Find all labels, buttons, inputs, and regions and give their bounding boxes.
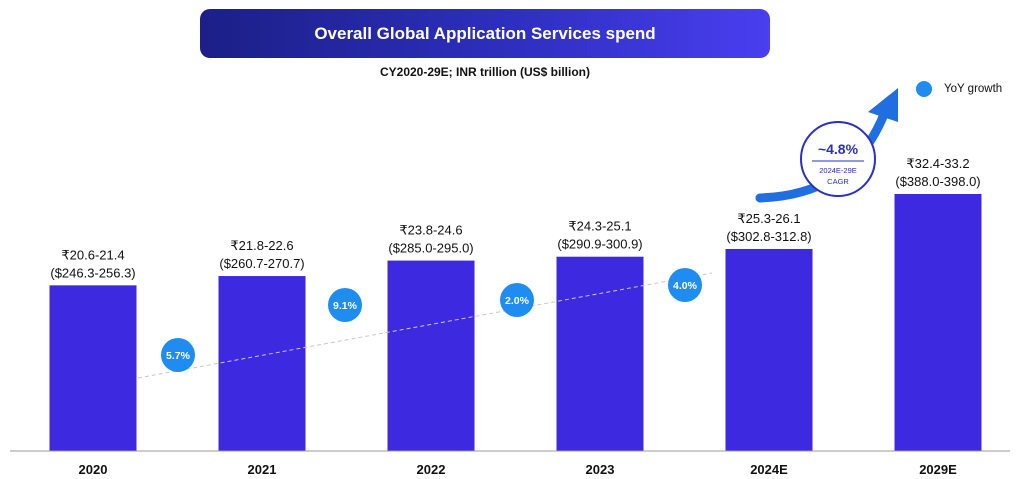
bar-2021 [218,276,306,451]
bar-label-usd: ($388.0-398.0) [895,174,980,189]
cagr-arrowhead-icon [868,88,898,122]
yoy-bubble-label: 2.0% [505,295,530,307]
yoy-bubble-label: 9.1% [333,300,358,312]
yoy-bubble-label: 4.0% [673,280,698,292]
cagr-circle [800,121,876,197]
legend-label: YoY growth [944,83,1003,95]
yoy-bubble [668,268,702,302]
x-tick-label: 2024E [750,462,788,477]
bar-2024e [725,248,813,451]
bar-2023 [556,256,644,451]
bar-label-usd: ($260.7-270.7) [219,256,304,271]
x-tick-label: 2022 [417,462,446,477]
legend-dot-icon [916,81,932,97]
bar-label-usd: ($285.0-295.0) [388,241,473,256]
cagr-label: CAGR [827,177,849,186]
bar-label-usd: ($290.9-300.9) [557,237,642,252]
yoy-bubble [500,283,534,317]
bar-label-inr: ₹32.4-33.2 [906,156,969,171]
bar-label-inr: ₹23.8-24.6 [399,223,462,238]
trend-dashed-line [137,272,713,379]
bar-2029e [894,194,982,451]
legend: YoY growth [916,81,1002,97]
yoy-bubble [161,338,195,372]
x-tick-label: 2029E [919,462,957,477]
yoy-bubble-label: 5.7% [166,350,191,362]
chart-title: Overall Global Application Services spen… [314,23,656,43]
bar-label-inr: ₹20.6-21.4 [61,247,124,262]
bar-2022 [387,260,475,451]
bar-label-inr: ₹25.3-26.1 [737,211,800,226]
x-tick-label: 2023 [586,462,615,477]
x-tick-label: 2021 [248,462,277,477]
chart-subtitle: CY2020-29E; INR trillion (US$ billion) [379,65,591,79]
chart-title-banner: Overall Global Application Services spen… [200,9,770,58]
yoy-bubble [328,288,362,322]
bar-2020 [49,285,137,451]
bar-label-inr: ₹24.3-25.1 [568,219,631,234]
x-tick-label: 2020 [79,462,108,477]
bar-label-usd: ($246.3-256.3) [50,265,135,280]
bar-label-inr: ₹21.8-22.6 [230,238,293,253]
cagr-period: 2024E-29E [819,166,857,175]
bar-label-usd: ($302.8-312.8) [726,229,811,244]
cagr-value: ~4.8% [818,141,859,157]
